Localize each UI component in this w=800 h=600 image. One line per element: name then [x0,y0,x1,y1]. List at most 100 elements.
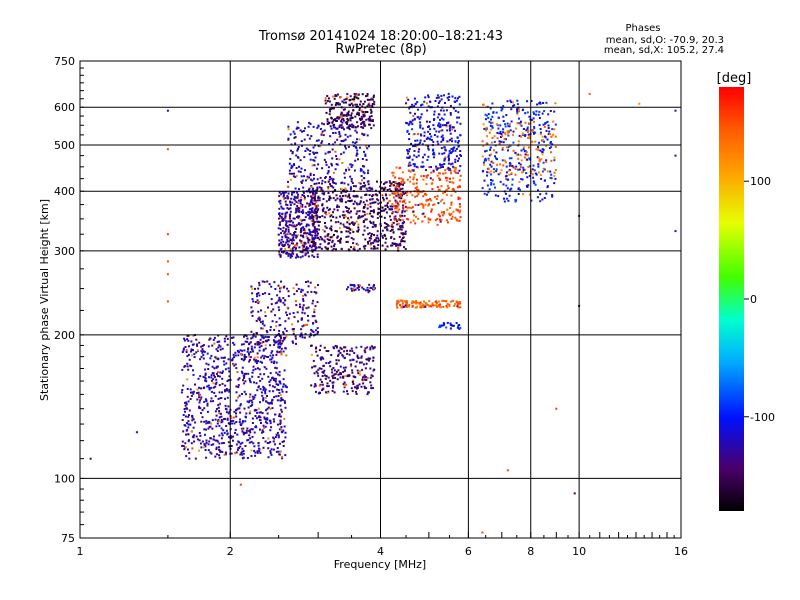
data-point [291,191,294,194]
data-point [415,182,418,185]
data-point [510,187,513,190]
data-point [527,184,530,187]
data-point [385,181,388,184]
data-point [301,308,304,311]
data-point [319,216,321,219]
data-point [272,448,275,451]
data-point [427,217,430,220]
data-point [211,419,214,422]
data-point [296,191,299,194]
data-point [289,133,292,136]
data-point [235,409,237,411]
data-point [315,217,318,220]
data-point [543,125,546,128]
data-point [430,139,433,141]
data-point [493,140,496,143]
data-point [305,225,308,228]
data-point [215,378,218,381]
data-point [210,452,213,455]
data-point [339,198,342,201]
data-point [449,112,452,114]
data-point [449,207,452,209]
data-point [241,430,244,433]
data-point [238,421,241,423]
data-point [486,174,489,177]
data-point [453,146,456,149]
data-point [389,184,392,187]
data-point [237,386,240,389]
data-point [317,195,320,198]
data-point [451,140,453,143]
data-point [343,139,346,142]
data-point [504,161,507,164]
data-point [262,437,265,439]
data-point [429,218,432,221]
data-point [361,179,363,182]
data-point [397,203,400,206]
data-point [372,201,375,204]
data-point [350,165,353,168]
data-point [336,163,339,166]
data-point [403,192,406,195]
data-point [192,373,195,376]
data-point [356,230,359,233]
data-point [311,188,314,191]
data-point [541,112,544,115]
data-point [295,154,298,157]
data-point [294,231,297,233]
data-point [440,219,443,221]
data-point [349,95,352,98]
data-point [372,96,375,98]
data-point [495,157,497,160]
data-point [300,219,303,222]
data-point [186,388,189,390]
data-point [330,225,333,228]
data-point [269,326,272,329]
data-point [211,427,214,430]
data-point [251,435,254,438]
data-point [487,157,490,160]
data-point [315,214,318,217]
data-point [412,178,415,181]
data-point [264,388,267,391]
data-point [309,122,312,125]
data-point [539,131,542,134]
data-point [392,174,395,177]
data-point [297,127,300,129]
data-point [327,166,330,169]
data-point [457,198,460,201]
data-point [230,420,233,423]
data-point [443,124,446,127]
data-point [320,247,323,250]
data-point [199,407,202,410]
data-point [333,123,336,126]
data-point [521,132,524,135]
data-point [206,402,209,405]
data-point [342,140,344,143]
data-point [283,400,286,403]
data-point [221,434,224,437]
data-point [352,144,355,147]
data-point [368,117,371,120]
data-point [279,335,282,338]
data-point [436,195,439,198]
data-point [260,341,263,344]
data-point [489,124,492,127]
data-point [388,193,391,196]
data-point [337,220,340,223]
data-point [401,210,404,212]
data-point [344,201,347,204]
data-point [251,395,254,398]
data-point [369,220,372,223]
data-point [310,290,313,293]
data-point [435,198,438,200]
data-point [210,376,213,379]
data-point [197,391,200,394]
data-point [293,132,296,135]
data-point [451,95,454,98]
data-point [269,372,272,375]
data-point [638,102,641,105]
data-point [507,149,509,152]
data-point [283,191,286,194]
data-point [275,433,278,436]
